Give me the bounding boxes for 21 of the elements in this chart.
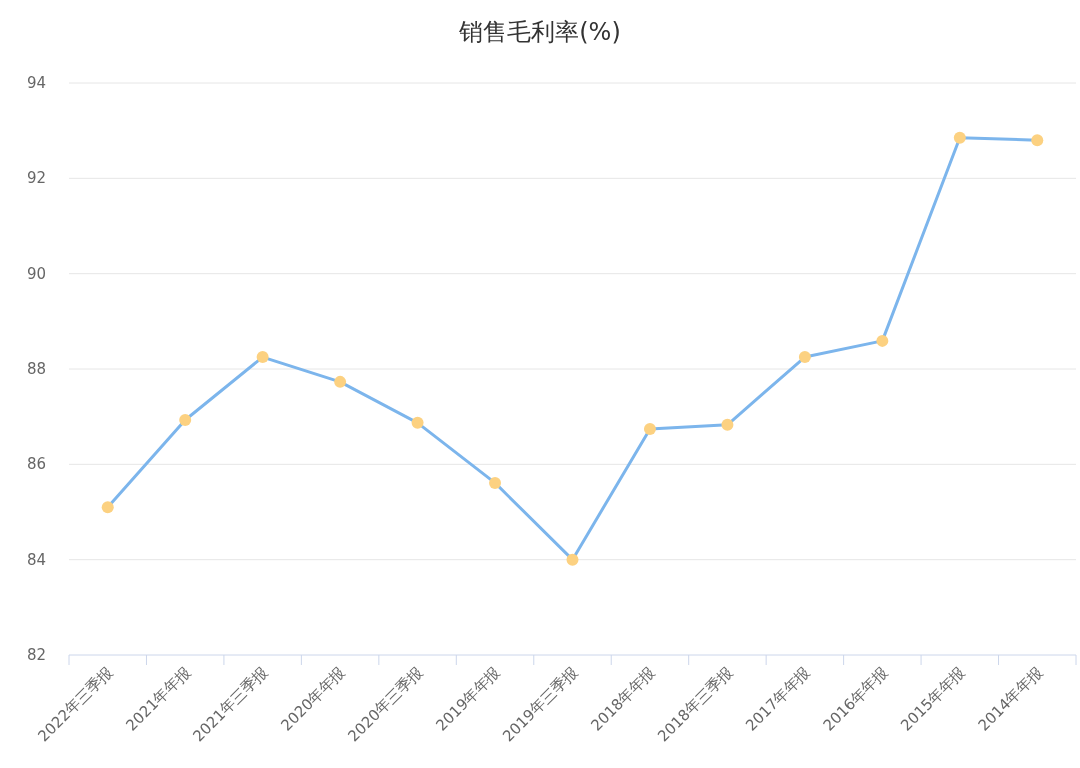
point	[643, 423, 656, 436]
point	[334, 375, 347, 388]
y-tick-label: 82	[26, 646, 46, 664]
y-tick-label: 92	[26, 169, 46, 188]
point	[179, 414, 192, 426]
y-tick-label: 86	[26, 455, 46, 474]
y-tick-label: 88	[26, 360, 46, 378]
point	[798, 351, 811, 364]
point	[489, 476, 502, 489]
point	[411, 416, 424, 429]
point	[876, 334, 889, 347]
point	[721, 418, 734, 431]
y-tick-label: 90	[26, 264, 46, 283]
point	[566, 553, 579, 566]
point	[1031, 134, 1044, 147]
chart-title: 销售毛利率(%)	[458, 18, 621, 46]
point	[101, 501, 114, 514]
point	[256, 351, 269, 364]
point	[953, 131, 966, 144]
y-tick-label: 94	[26, 74, 46, 92]
y-tick-label: 84	[26, 550, 46, 569]
